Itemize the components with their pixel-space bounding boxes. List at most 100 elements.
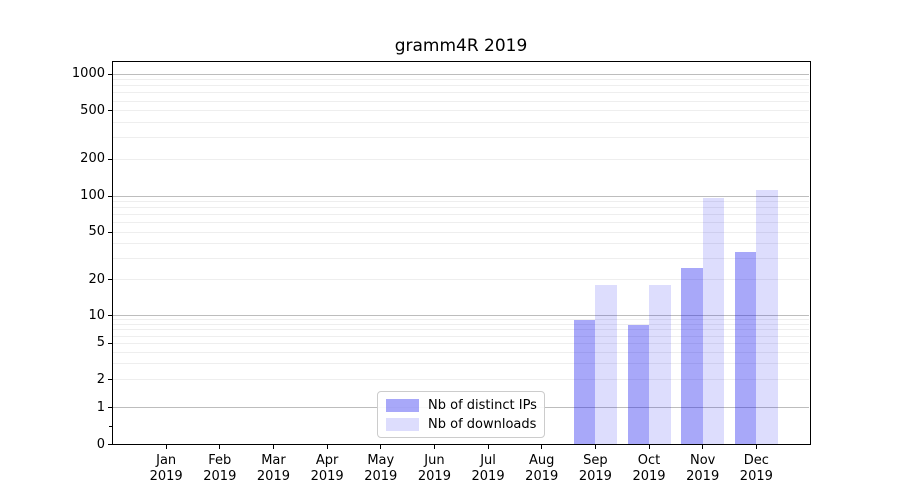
y-tick-mark <box>108 73 112 75</box>
x-tick-year: 2019 <box>686 469 720 484</box>
y-tick-label: 500 <box>80 102 105 118</box>
x-tick-month: Jul <box>480 453 496 468</box>
x-tick-month: May <box>367 453 395 468</box>
minor-gridline <box>113 137 809 139</box>
legend-swatch-downloads <box>386 417 419 431</box>
x-tick-month: Jan <box>156 453 177 468</box>
y-tick-mark <box>108 110 112 112</box>
minor-gridline <box>113 243 809 245</box>
x-tick-mark <box>165 445 167 449</box>
legend-label-distinct-ips: Nb of distinct IPs <box>428 397 537 413</box>
y-tick-mark <box>108 158 112 160</box>
y-tick-mark <box>108 279 112 281</box>
y-tick-label: 2 <box>96 371 105 387</box>
minor-gridline <box>113 335 809 337</box>
minor-gridline <box>113 319 809 321</box>
y-tick-mark <box>108 407 112 408</box>
y-tick-label: 10 <box>88 307 105 323</box>
x-tick-mark <box>487 445 489 449</box>
minor-gridline <box>113 329 809 331</box>
x-tick-mark <box>272 445 274 449</box>
y-tick-label: 50 <box>88 224 105 240</box>
x-tick-mark <box>433 445 435 449</box>
y-tick-label: 200 <box>80 151 105 167</box>
minor-gridline <box>113 85 809 87</box>
x-tick-month: Dec <box>743 453 769 468</box>
x-tick-mark <box>702 445 704 449</box>
x-tick-month: Nov <box>690 453 716 468</box>
y-tick-mark <box>108 444 112 445</box>
y-tick-mark <box>108 231 112 233</box>
x-tick-year: 2019 <box>364 469 398 484</box>
minor-gridline <box>113 79 809 81</box>
minor-gridline <box>113 324 809 326</box>
minor-gridline <box>113 92 809 94</box>
x-tick-year: 2019 <box>149 469 183 484</box>
legend-label-downloads: Nb of downloads <box>428 416 537 432</box>
legend-swatch-distinct-ips <box>386 398 419 412</box>
x-tick-label: Jul 2019 <box>456 453 520 485</box>
bar-downloads-oct <box>649 285 671 444</box>
bar-downloads-dec <box>756 189 778 444</box>
x-tick-month: Jun <box>424 453 445 468</box>
x-tick-mark <box>326 445 328 449</box>
x-tick-month: Aug <box>529 453 555 468</box>
x-tick-month: Apr <box>315 453 339 468</box>
x-tick-month: Mar <box>261 453 286 468</box>
x-tick-mark <box>380 445 382 449</box>
x-tick-label: Aug 2019 <box>510 453 574 485</box>
y-tick-mark <box>108 315 112 317</box>
x-tick-year: 2019 <box>471 469 505 484</box>
x-tick-year: 2019 <box>739 469 773 484</box>
x-tick-month: Oct <box>637 453 661 468</box>
x-tick-month: Sep <box>583 453 608 468</box>
bar-distinct-ips-nov <box>681 268 703 444</box>
y-tick-label: 5 <box>96 335 105 351</box>
minor-gridline <box>113 214 809 216</box>
major-gridline <box>113 315 809 317</box>
minor-gridline <box>113 110 809 112</box>
x-tick-label: Apr 2019 <box>295 453 359 485</box>
major-gridline <box>113 195 809 197</box>
x-tick-mark <box>541 445 543 449</box>
minor-gridline <box>113 363 809 365</box>
legend: Nb of distinct IPs Nb of downloads <box>377 391 545 438</box>
minor-gridline <box>113 258 809 260</box>
x-tick-label: Dec 2019 <box>724 453 788 485</box>
minor-gridline <box>113 279 809 281</box>
minor-gridline <box>113 231 809 233</box>
minor-gridline <box>113 342 809 344</box>
x-tick-year: 2019 <box>256 469 290 484</box>
bar-downloads-sep <box>595 285 617 444</box>
x-tick-year: 2019 <box>632 469 666 484</box>
bar-downloads-nov <box>702 197 725 444</box>
y-tick-mark <box>108 195 112 197</box>
y-tick-label: 1 <box>96 399 105 415</box>
minor-gridline <box>113 207 809 209</box>
x-tick-label: Jan 2019 <box>134 453 198 485</box>
minor-gridline <box>113 100 809 102</box>
minor-gridline <box>113 351 809 353</box>
chart-title: gramm4R 2019 <box>394 36 528 56</box>
x-tick-label: Oct 2019 <box>617 453 681 485</box>
x-tick-year: 2019 <box>525 469 559 484</box>
x-tick-label: Nov 2019 <box>671 453 735 485</box>
x-tick-label: Sep 2019 <box>563 453 627 485</box>
y-tick-label: 0 <box>96 436 105 452</box>
major-gridline <box>113 73 809 75</box>
y-tick-label: 1000 <box>71 66 105 81</box>
minor-gridline <box>113 222 809 224</box>
y-tick-mark <box>108 379 112 381</box>
x-tick-label: Mar 2019 <box>241 453 305 485</box>
y-tick-mark <box>108 342 112 344</box>
x-tick-mark <box>648 445 650 449</box>
minor-gridline <box>113 158 809 160</box>
x-tick-year: 2019 <box>578 469 612 484</box>
legend-item-downloads: Nb of downloads <box>386 417 536 432</box>
x-tick-year: 2019 <box>417 469 451 484</box>
x-tick-mark <box>594 445 596 449</box>
minor-gridline <box>113 200 809 202</box>
x-tick-year: 2019 <box>310 469 344 484</box>
y-tick-label: 100 <box>80 188 105 203</box>
